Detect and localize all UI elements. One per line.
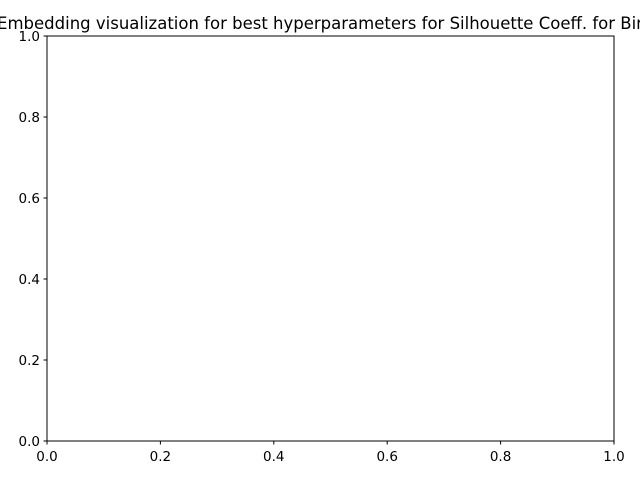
x-tick-label: 0.6 bbox=[376, 449, 397, 465]
x-tick-label: 1.0 bbox=[603, 449, 624, 465]
y-tick-label: 0.0 bbox=[19, 434, 40, 450]
y-tick-label: 0.4 bbox=[19, 272, 40, 288]
y-tick-label: 0.8 bbox=[19, 110, 40, 126]
y-tick-label: 1.0 bbox=[19, 29, 40, 45]
x-tick-label: 0.2 bbox=[150, 449, 171, 465]
y-tick-label: 0.6 bbox=[19, 191, 40, 207]
x-tick-label: 0.8 bbox=[490, 449, 511, 465]
x-tick-label: 0.4 bbox=[263, 449, 284, 465]
x-tick-label: 0.0 bbox=[36, 449, 57, 465]
plot-area-frame bbox=[46, 35, 615, 442]
y-axis: 0.0 0.2 0.4 0.6 0.8 1.0 bbox=[19, 29, 47, 450]
chart-title: Embedding visualization for best hyperpa… bbox=[0, 14, 640, 33]
x-axis: 0.0 0.2 0.4 0.6 0.8 1.0 bbox=[36, 441, 625, 465]
y-tick-label: 0.2 bbox=[19, 353, 40, 369]
